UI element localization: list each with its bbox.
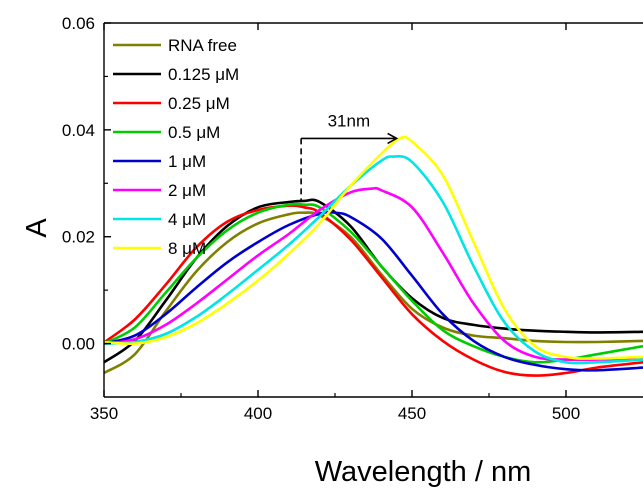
- series-line-6: [103, 155, 643, 365]
- series-line-5: [103, 186, 643, 362]
- legend: RNA free 0.125 μM 0.25 μM 0.5 μM 1 μM 2 μM 4 μ…: [113, 36, 239, 258]
- series-line-2: [103, 204, 643, 377]
- legend-label-6: 4 μM: [168, 210, 206, 229]
- y-tick-label: 0.06: [62, 14, 95, 33]
- x-tick-label: 350: [90, 404, 118, 423]
- series-line-0: [103, 211, 643, 375]
- y-tick-label: 0.02: [62, 228, 95, 247]
- series-layer: [103, 135, 643, 377]
- legend-label-1: 0.125 μM: [168, 65, 239, 84]
- legend-label-4: 1 μM: [168, 152, 206, 171]
- tick-layer: 350 400 450 500 0.00 0.02 0.04 0.06: [62, 14, 580, 423]
- series-line-4: [103, 210, 643, 372]
- series-line-3: [103, 202, 643, 364]
- series-line-7: [103, 135, 643, 360]
- legend-label-5: 2 μM: [168, 181, 206, 200]
- axes-frame: [103, 22, 643, 398]
- y-tick-label: 0.00: [62, 335, 95, 354]
- x-tick-label: 400: [244, 404, 272, 423]
- shift-arrow-head: [387, 132, 399, 145]
- legend-label-7: 8 μM: [168, 239, 206, 258]
- shift-annotation: 31nm: [300, 111, 399, 202]
- legend-label-0: RNA free: [168, 36, 237, 55]
- x-axis-title: Wavelength / nm: [315, 456, 532, 488]
- legend-label-2: 0.25 μM: [168, 94, 230, 113]
- legend-label-3: 0.5 μM: [168, 123, 220, 142]
- y-axis-title: A: [21, 218, 53, 238]
- x-tick-label: 450: [398, 404, 426, 423]
- y-tick-label: 0.04: [62, 121, 95, 140]
- x-tick-label: 500: [552, 404, 580, 423]
- shift-annotation-label: 31nm: [328, 111, 371, 130]
